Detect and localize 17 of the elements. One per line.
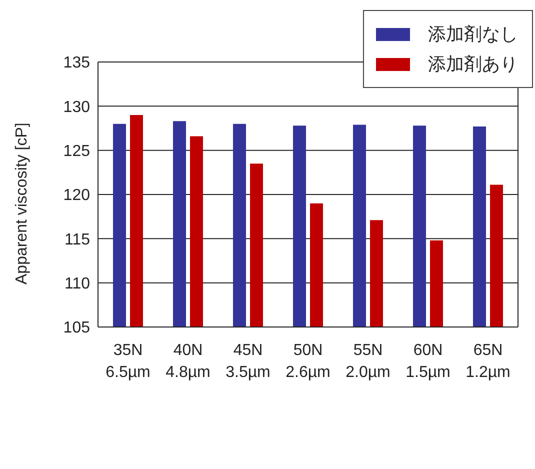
x-tick-label: 55N 2.0µm	[346, 342, 390, 381]
y-tick-label: 125	[63, 143, 90, 160]
x-tick-label: 60N 1.5µm	[406, 342, 450, 381]
y-axis-title: Apparent viscosity [cP]	[14, 122, 31, 284]
x-tick-label: 45N 3.5µm	[226, 342, 270, 381]
legend-label: 添加剤なし	[428, 23, 518, 46]
y-tick-label: 130	[63, 98, 90, 116]
x-tick-label: 35N 6.5µm	[106, 342, 150, 381]
y-tick-label: 135	[63, 54, 90, 72]
y-tick-label: 105	[63, 320, 90, 337]
x-tick-label: 50N 2.6µm	[286, 342, 330, 381]
y-tick-label: 115	[64, 231, 90, 248]
x-tick-label: 40N 4.8µm	[166, 342, 210, 381]
y-tick-label: 110	[64, 276, 90, 293]
legend-label: 添加剤あり	[428, 53, 518, 76]
y-tick-label: 120	[63, 187, 90, 204]
x-tick-label: 65N 1.2µm	[466, 342, 510, 381]
